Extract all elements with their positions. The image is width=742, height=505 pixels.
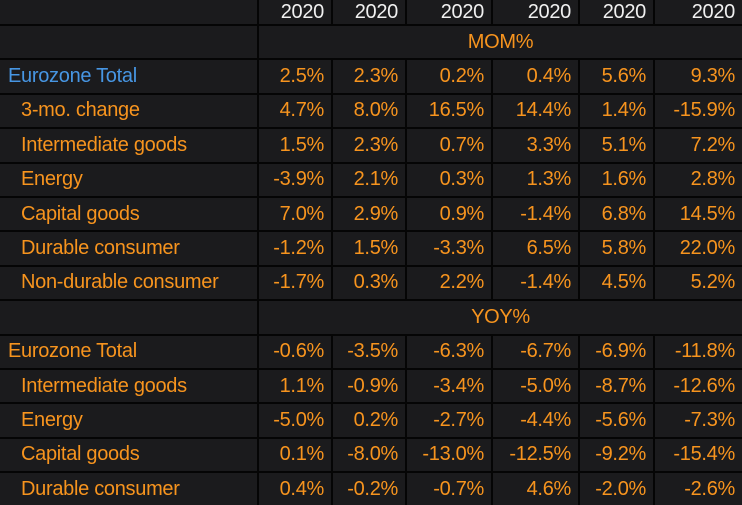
value-cell[interactable]: 14.4% [493, 94, 578, 128]
value-cell[interactable]: 2.5% [259, 60, 331, 93]
value-cell[interactable]: -9.2% [580, 438, 653, 472]
value-cell[interactable]: 6.5% [493, 232, 578, 265]
value-cell[interactable]: -1.4% [493, 197, 578, 231]
value-cell[interactable]: -1.7% [259, 266, 331, 300]
row-label[interactable]: Durable consumer [0, 232, 257, 265]
value-cell[interactable]: 7.0% [259, 197, 331, 231]
value-cell[interactable]: -7.3% [655, 404, 742, 437]
value-cell[interactable]: -3.4% [407, 369, 491, 403]
value-cell[interactable]: 8.0% [333, 94, 405, 128]
value-cell[interactable]: -5.6% [580, 404, 653, 437]
value-cell[interactable]: -0.6% [259, 335, 331, 368]
value-cell[interactable]: 5.8% [580, 232, 653, 265]
year-header[interactable]: 2020 [407, 0, 491, 24]
value-cell[interactable]: -1.4% [493, 266, 578, 300]
value-cell[interactable]: -3.3% [407, 232, 491, 265]
value-cell[interactable]: 4.5% [580, 266, 653, 300]
corner-cell [0, 0, 257, 24]
value-cell[interactable]: -2.0% [580, 473, 653, 505]
value-cell[interactable]: 1.1% [259, 369, 331, 403]
value-cell[interactable]: -15.4% [655, 438, 742, 472]
value-cell[interactable]: -0.9% [333, 369, 405, 403]
value-cell[interactable]: 2.3% [333, 60, 405, 93]
value-cell[interactable]: -3.9% [259, 163, 331, 196]
section-spacer-cell [0, 301, 257, 334]
section-spacer-cell [0, 26, 257, 59]
value-cell[interactable]: -5.0% [259, 404, 331, 437]
value-cell[interactable]: -2.6% [655, 473, 742, 505]
value-cell[interactable]: 4.6% [493, 473, 578, 505]
value-cell[interactable]: -6.3% [407, 335, 491, 368]
value-cell[interactable]: 4.7% [259, 94, 331, 128]
row-label[interactable]: Eurozone Total [0, 335, 257, 368]
value-cell[interactable]: -15.9% [655, 94, 742, 128]
row-label[interactable]: Capital goods [0, 438, 257, 472]
value-cell[interactable]: 1.5% [259, 129, 331, 162]
value-cell[interactable]: 0.2% [333, 404, 405, 437]
year-header[interactable]: 2020 [259, 0, 331, 24]
value-cell[interactable]: 0.3% [333, 266, 405, 300]
value-cell[interactable]: -5.0% [493, 369, 578, 403]
value-cell[interactable]: 0.2% [407, 60, 491, 93]
section-label-mom: MOM% [259, 26, 742, 59]
value-cell[interactable]: -3.5% [333, 335, 405, 368]
year-header[interactable]: 2020 [655, 0, 742, 24]
value-cell[interactable]: 2.2% [407, 266, 491, 300]
value-cell[interactable]: 0.3% [407, 163, 491, 196]
value-cell[interactable]: 5.2% [655, 266, 742, 300]
row-label[interactable]: Non-durable consumer [0, 266, 257, 300]
value-cell[interactable]: 2.9% [333, 197, 405, 231]
year-header[interactable]: 2020 [333, 0, 405, 24]
value-cell[interactable]: -2.7% [407, 404, 491, 437]
row-label[interactable]: Intermediate goods [0, 129, 257, 162]
value-cell[interactable]: -8.0% [333, 438, 405, 472]
value-cell[interactable]: -12.6% [655, 369, 742, 403]
value-cell[interactable]: 0.4% [493, 60, 578, 93]
value-cell[interactable]: -6.7% [493, 335, 578, 368]
value-cell[interactable]: -4.4% [493, 404, 578, 437]
year-header[interactable]: 2020 [580, 0, 653, 24]
value-cell[interactable]: 22.0% [655, 232, 742, 265]
row-label[interactable]: Energy [0, 404, 257, 437]
value-cell[interactable]: 2.1% [333, 163, 405, 196]
row-label[interactable]: Intermediate goods [0, 369, 257, 403]
section-label-yoy: YOY% [259, 301, 742, 334]
value-cell[interactable]: 0.1% [259, 438, 331, 472]
value-cell[interactable]: -8.7% [580, 369, 653, 403]
value-cell[interactable]: 1.5% [333, 232, 405, 265]
value-cell[interactable]: -11.8% [655, 335, 742, 368]
year-header[interactable]: 2020 [493, 0, 578, 24]
value-cell[interactable]: 1.6% [580, 163, 653, 196]
row-label[interactable]: Capital goods [0, 197, 257, 231]
value-cell[interactable]: -12.5% [493, 438, 578, 472]
value-cell[interactable]: -0.2% [333, 473, 405, 505]
value-cell[interactable]: 0.9% [407, 197, 491, 231]
row-label[interactable]: Energy [0, 163, 257, 196]
value-cell[interactable]: 16.5% [407, 94, 491, 128]
value-cell[interactable]: 1.4% [580, 94, 653, 128]
value-cell[interactable]: 5.6% [580, 60, 653, 93]
value-cell[interactable]: 7.2% [655, 129, 742, 162]
value-cell[interactable]: 6.8% [580, 197, 653, 231]
value-cell[interactable]: 0.7% [407, 129, 491, 162]
value-cell[interactable]: -0.7% [407, 473, 491, 505]
value-cell[interactable]: -1.2% [259, 232, 331, 265]
value-cell[interactable]: 0.4% [259, 473, 331, 505]
value-cell[interactable]: 3.3% [493, 129, 578, 162]
value-cell[interactable]: -13.0% [407, 438, 491, 472]
value-cell[interactable]: 9.3% [655, 60, 742, 93]
value-cell[interactable]: 2.3% [333, 129, 405, 162]
row-label[interactable]: Eurozone Total [0, 60, 257, 93]
value-cell[interactable]: 1.3% [493, 163, 578, 196]
value-cell[interactable]: -6.9% [580, 335, 653, 368]
value-cell[interactable]: 14.5% [655, 197, 742, 231]
row-label[interactable]: 3-mo. change [0, 94, 257, 128]
row-label[interactable]: Durable consumer [0, 473, 257, 505]
value-cell[interactable]: 5.1% [580, 129, 653, 162]
value-cell[interactable]: 2.8% [655, 163, 742, 196]
